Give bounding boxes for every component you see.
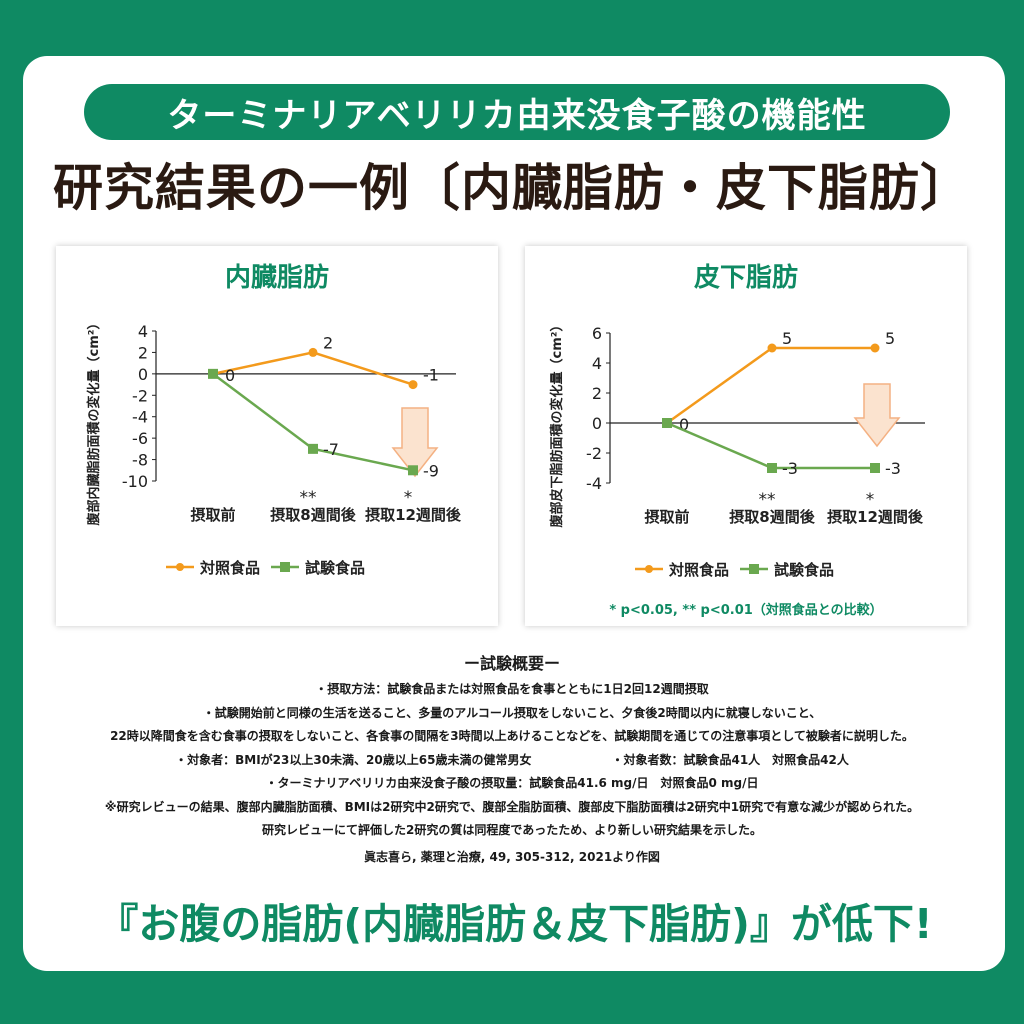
x-category-label: 摂取12週間後 — [827, 508, 924, 526]
legend-label: 対照食品 — [668, 561, 729, 579]
data-point-test — [308, 443, 318, 454]
data-label: -7 — [323, 440, 339, 459]
chart-title: 皮下脂肪 — [694, 263, 798, 293]
series-line-control — [212, 351, 414, 386]
y-tick-label: 0 — [592, 414, 602, 433]
y-tick-label: 4 — [592, 354, 602, 373]
data-point-test — [208, 368, 218, 379]
data-point-test — [662, 418, 672, 428]
overview-count: ・対象者数：試験食品41人 対照食品42人 — [611, 752, 849, 767]
overview-line: ※研究レビューの結果、腹部内臓脂肪面積、BMIは2研究中2研究で、腹部全脂肪面積… — [104, 799, 920, 814]
chart-panel-subcutaneous: 皮下脂肪 腹部皮下脂肪面積の変化量（cm²） 6 4 2 0 -2 -4 摂取前 摂取8週間後 **… — [525, 246, 967, 626]
legend-label: 試験食品 — [774, 561, 834, 579]
overview-line: ・ターミナリアベリリカ由来没食子酸の摂取量：試験食品41.6 mg/日 対照食品… — [265, 776, 759, 790]
data-point-control — [308, 347, 318, 357]
y-axis-label: 腹部内臓脂肪面積の変化量（cm²） — [86, 317, 102, 526]
y-tick-label: -6 — [132, 429, 148, 448]
legend-marker — [176, 563, 184, 571]
y-tick-label: 2 — [592, 384, 602, 403]
page-title: 研究結果の一例〔内臓脂肪・皮下脂肪〕 — [53, 159, 971, 217]
header-banner: ターミナリアベリリカ由来没食子酸の機能性 — [84, 84, 950, 140]
data-point-control — [767, 343, 777, 353]
y-tick-label: -4 — [586, 474, 602, 493]
legend-label: 試験食品 — [305, 559, 365, 577]
data-label: -3 — [885, 459, 901, 478]
overview-line: 研究レビューにて評価した2研究の質は同程度であったため、より新しい研究結果を示し… — [262, 823, 762, 837]
y-tick-label: -2 — [586, 444, 602, 463]
data-point-test — [767, 463, 777, 473]
data-label: -3 — [782, 459, 798, 478]
y-tick-label: -2 — [132, 386, 148, 405]
down-arrow-icon — [853, 383, 901, 448]
data-point-control — [408, 380, 418, 390]
bottom-headline: 『お腹の脂肪(内臓脂肪＆皮下脂肪)』が低下! — [97, 900, 933, 948]
series-line-control — [666, 346, 875, 425]
x-category-label: 摂取12週間後 — [365, 506, 462, 524]
legend-marker — [645, 565, 653, 573]
series-line-test — [666, 421, 875, 470]
y-tick-label: -4 — [132, 408, 148, 427]
overview-subjects: ・対象者：BMIが23以上30未満、20歳以上65歳未満の健常男女 — [175, 752, 532, 767]
y-tick-label: 0 — [138, 365, 148, 384]
significance-mark: * — [404, 488, 413, 508]
y-tick-label: -8 — [132, 451, 148, 470]
y-tick-label: -10 — [122, 472, 148, 491]
y-tick-label: 6 — [592, 324, 602, 343]
x-category-label: 摂取8週間後 — [270, 506, 356, 524]
data-point-test — [408, 465, 418, 476]
data-label: 5 — [782, 329, 792, 348]
x-category-label: 摂取前 — [190, 506, 235, 524]
data-label: 5 — [885, 329, 895, 348]
x-category-label: 摂取前 — [644, 508, 689, 526]
chart-panel-visceral: 内臓脂肪 腹部内臓脂肪面積の変化量（cm²） 4 2 0 -2 -4 -6 -8 -10 摂取前 摂取… — [56, 246, 498, 626]
data-label: 0 — [679, 415, 689, 434]
citation: 眞志喜ら, 薬理と治療, 49, 305-312, 2021より作図 — [364, 850, 660, 864]
data-point-control — [870, 343, 880, 353]
data-label: -1 — [423, 366, 439, 385]
significance-mark: ** — [300, 488, 317, 508]
chart-title: 内臓脂肪 — [225, 263, 329, 293]
legend-marker — [749, 564, 759, 574]
overview-line: ・摂取方法：試験食品または対照食品を食事とともに1日2回12週間摂取 — [315, 682, 709, 696]
overview-heading: ー試験概要ー — [463, 654, 560, 673]
legend-label: 対照食品 — [199, 559, 260, 577]
y-tick-label: 2 — [138, 343, 148, 362]
y-axis-label: 腹部皮下脂肪面積の変化量（cm²） — [549, 319, 565, 528]
legend-marker — [280, 562, 290, 572]
data-label: 0 — [225, 366, 235, 385]
y-tick-label: 4 — [138, 322, 148, 341]
significance-mark: * — [866, 490, 875, 510]
overview-subjects-row: ・対象者：BMIが23以上30未満、20歳以上65歳未満の健常男女 ・対象者数：試… — [0, 749, 1024, 773]
data-label: -9 — [423, 461, 439, 480]
significance-note: * p<0.05, ** p<0.01（対照食品との比較） — [609, 602, 882, 618]
overview-line: ・試験開始前と同様の生活を送ること、多量のアルコール摂取をしないこと、夕食後2時… — [202, 705, 822, 720]
data-point-test — [870, 463, 880, 473]
x-category-label: 摂取8週間後 — [729, 508, 815, 526]
down-arrow-icon — [391, 407, 439, 478]
series-line-test — [212, 372, 414, 472]
study-overview: ー試験概要ー ・摂取方法：試験食品または対照食品を食事とともに1日2回12週間摂… — [0, 652, 1024, 843]
overview-line: 22時以降間食を含む食事の摂取をしないこと、各食事の間隔を3時間以上あけることな… — [110, 729, 914, 743]
data-label: 2 — [323, 333, 333, 352]
significance-mark: ** — [759, 490, 776, 510]
